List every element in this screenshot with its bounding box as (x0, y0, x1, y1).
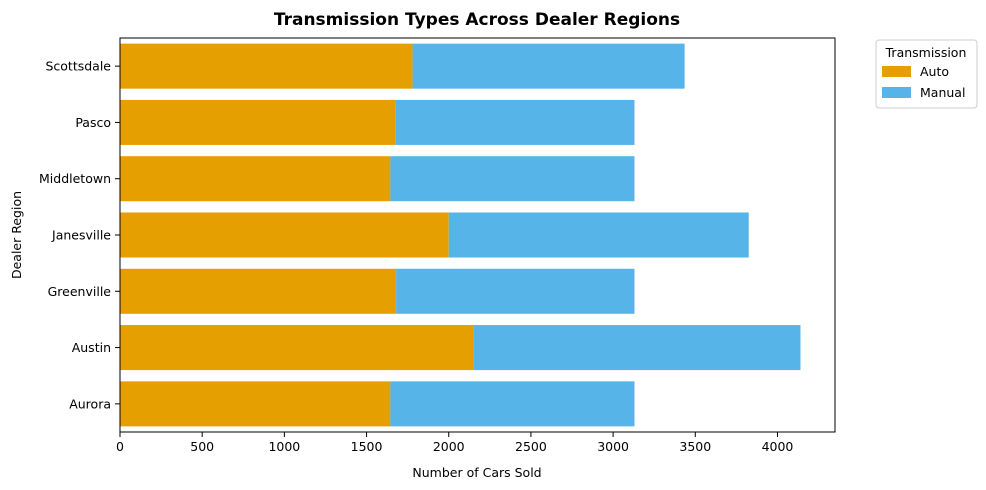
x-axis: 0 500 1000 1500 2000 2500 3000 3500 4000 (116, 432, 793, 454)
bar-auto-aurora (120, 381, 391, 427)
y-axis-label: Dealer Region (9, 191, 24, 279)
x-tick-label: 2500 (515, 439, 547, 454)
x-tick-label: 500 (190, 439, 214, 454)
legend: Transmission Auto Manual (875, 39, 978, 109)
bar-manual-greenville (396, 268, 635, 314)
bar-manual-aurora (390, 381, 635, 427)
legend-swatch-manual (882, 87, 911, 98)
chart-title: Transmission Types Across Dealer Regions (274, 10, 680, 30)
x-tick-label: 0 (116, 439, 124, 454)
legend-entry-auto: Auto (920, 64, 949, 79)
x-tick-label: 1000 (268, 439, 300, 454)
bar-auto-austin (120, 325, 474, 371)
y-tick-label: Scottsdale (45, 59, 111, 74)
y-tick-label: Greenville (48, 284, 112, 299)
legend-entry-manual: Manual (920, 85, 965, 100)
x-tick-label: 2000 (433, 439, 465, 454)
bar-manual-scottsdale (412, 43, 685, 89)
bar-auto-janesville (120, 212, 449, 258)
y-tick-label: Pasco (75, 115, 111, 130)
y-tick-label: Aurora (69, 396, 111, 411)
legend-swatch-auto (882, 66, 911, 77)
plot-area (120, 43, 801, 427)
y-tick-label: Middletown (39, 171, 111, 186)
y-tick-label: Austin (72, 340, 111, 355)
x-tick-label: 3000 (597, 439, 629, 454)
bar-auto-middletown (120, 156, 391, 202)
x-axis-label: Number of Cars Sold (412, 465, 541, 480)
y-tick-label: Janesville (51, 228, 111, 243)
x-tick-label: 3500 (679, 439, 711, 454)
bar-auto-greenville (120, 268, 397, 314)
y-axis: Aurora Austin Greenville Janesville Middleto… (39, 59, 120, 411)
bar-manual-pasco (395, 99, 635, 145)
bar-auto-scottsdale (120, 43, 413, 89)
bar-manual-janesville (448, 212, 749, 258)
bar-manual-middletown (390, 156, 635, 202)
bar-auto-pasco (120, 99, 396, 145)
x-tick-label: 1500 (351, 439, 383, 454)
x-tick-label: 4000 (762, 439, 794, 454)
legend-title: Transmission (885, 45, 967, 60)
bar-manual-austin (473, 325, 801, 371)
